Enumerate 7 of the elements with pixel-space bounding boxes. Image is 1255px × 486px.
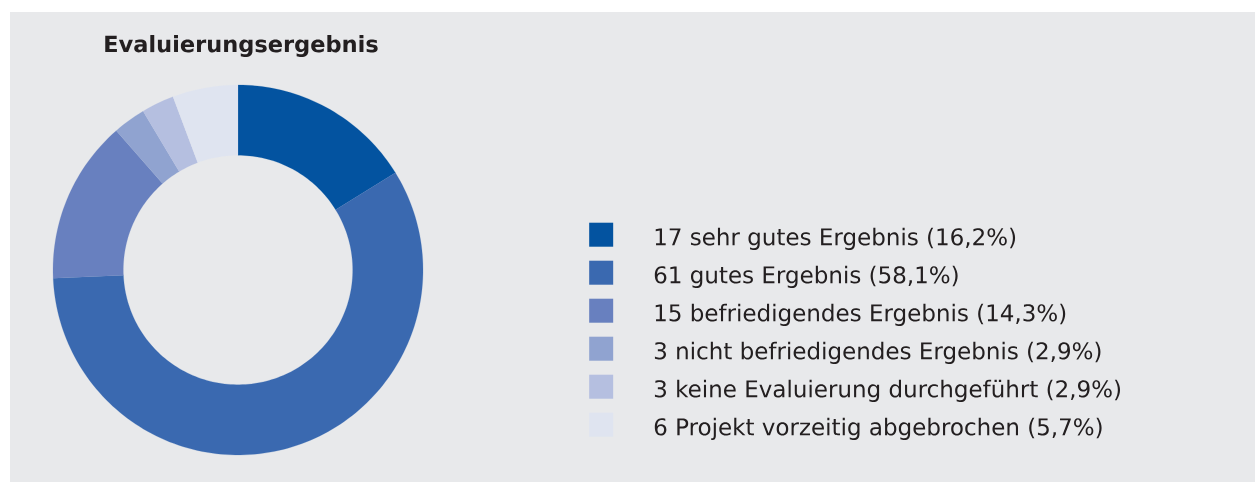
legend-label: 6 Projekt vorzeitig abgebrochen (5,7%) xyxy=(654,417,1102,440)
chart-title: Evaluierungsergebnis xyxy=(105,35,378,57)
legend-label: 15 befriedigendes Ergebnis (14,3%) xyxy=(655,303,1066,326)
legend-label: 61 gutes Ergebnis (58,1%) xyxy=(654,265,958,288)
legend-label: 3 keine Evaluierung durchgeführt (2,9%) xyxy=(654,379,1121,402)
legend-label: 3 nicht befriedigendes Ergebnis (2,9%) xyxy=(654,341,1101,364)
legend-label: 17 sehr gutes Ergebnis (16,2%) xyxy=(655,227,1016,250)
